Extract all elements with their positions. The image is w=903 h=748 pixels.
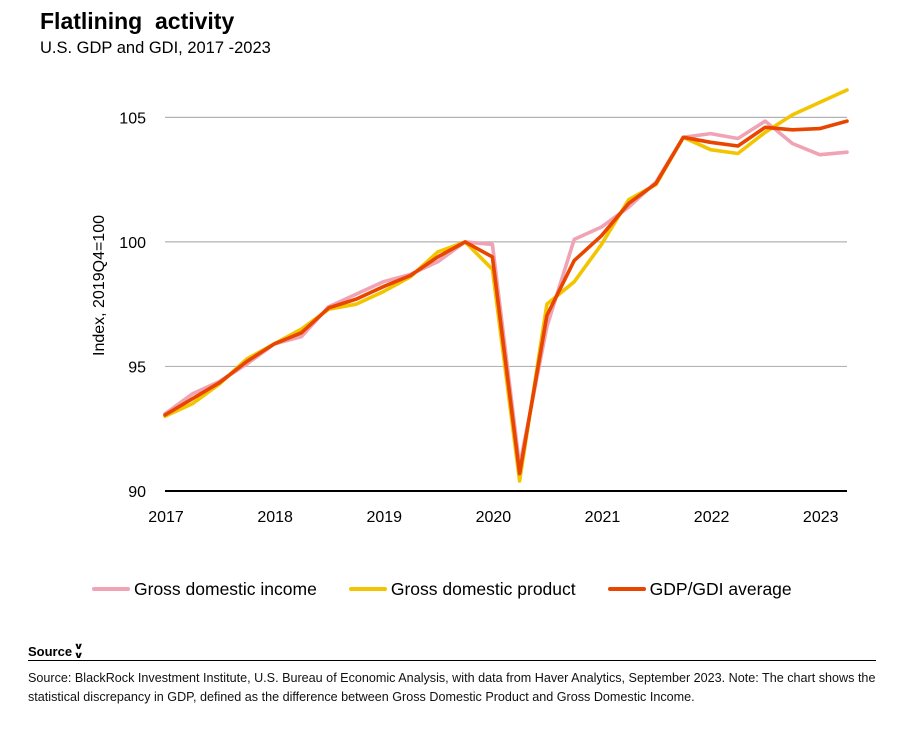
- x-tick-label-2022: 2022: [694, 509, 730, 526]
- chart-subtitle: U.S. GDP and GDI, 2017 -2023: [40, 39, 271, 57]
- legend-label-gdp: Gross domestic product: [390, 578, 576, 599]
- legend-item-average: GDP/GDI average: [607, 578, 792, 600]
- chart-title: Flatlining activity: [40, 8, 235, 34]
- x-tick-label-2019: 2019: [366, 509, 402, 526]
- double-chevron-down-icon: ∨ ∨: [73, 641, 84, 660]
- series-line-average: [163, 119, 849, 476]
- x-tick-label-2020: 2020: [476, 509, 512, 526]
- x-tick-label-2021: 2021: [585, 509, 621, 526]
- y-tick-label-100: 100: [119, 235, 146, 252]
- legend-swatch-average: [607, 587, 646, 591]
- source-note: Source: BlackRock Investment Institute, …: [28, 671, 876, 704]
- x-tick-label-2023: 2023: [803, 509, 839, 526]
- source-divider: [28, 660, 876, 661]
- x-tick-label-2017: 2017: [148, 509, 184, 526]
- y-axis-title: Index, 2019Q4=100: [91, 215, 108, 356]
- source-toggle-button[interactable]: Source ∨ ∨: [28, 641, 84, 660]
- line-chart: 90 95 100 105 2017 2018 2019 2020 2021 2022 2023 In…: [91, 88, 849, 526]
- series-line-gdp: [163, 88, 849, 483]
- legend-swatch-gdi: [92, 587, 130, 591]
- legend-item-gdp: Gross domestic product: [348, 578, 576, 600]
- x-tick-label-2018: 2018: [257, 509, 293, 526]
- legend-label-average: GDP/GDI average: [649, 578, 792, 599]
- legend-label-gdi: Gross domestic income: [134, 578, 317, 599]
- chart-legend: Gross domestic income Gross domestic pro…: [92, 578, 824, 600]
- legend-swatch-gdp: [348, 587, 387, 591]
- source-toggle-label: Source: [28, 643, 73, 659]
- y-tick-label-95: 95: [128, 359, 146, 376]
- y-tick-label-105: 105: [119, 110, 146, 127]
- legend-item-gdi: Gross domestic income: [92, 579, 317, 600]
- y-tick-label-90: 90: [128, 484, 146, 501]
- series-line-gdi: [163, 119, 849, 468]
